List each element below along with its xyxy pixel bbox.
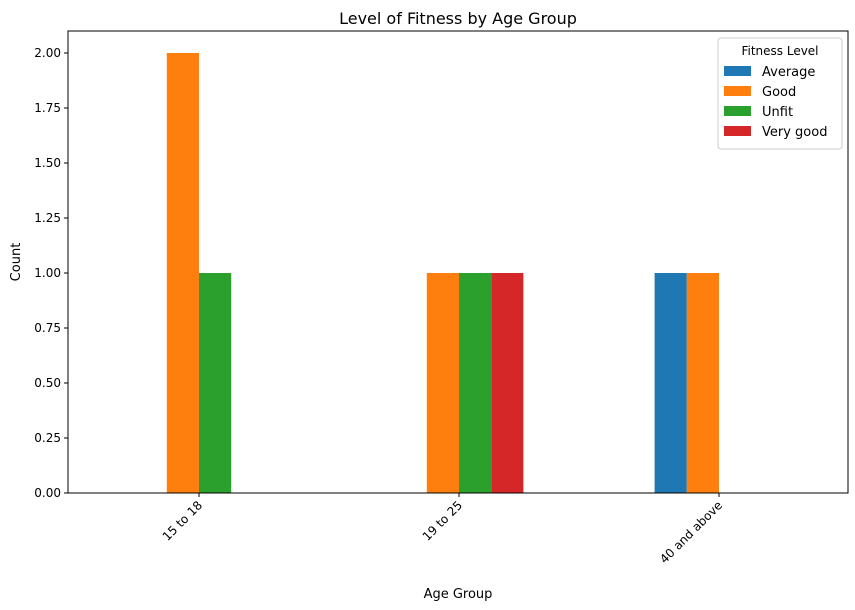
x-tick-label: 40 and above [657, 498, 725, 566]
legend-swatch-unfit [724, 106, 751, 116]
y-axis-label: Count [9, 243, 24, 282]
y-tick-label: 0.00 [34, 486, 61, 500]
x-axis-label: Age Group [424, 587, 493, 602]
legend-label: Unfit [762, 105, 793, 120]
y-tick-label: 2.00 [34, 46, 61, 60]
legend-label: Good [762, 85, 796, 100]
y-tick-label: 0.50 [34, 376, 61, 390]
legend-title: Fitness Level [741, 44, 818, 58]
bar-good-2 [426, 273, 459, 493]
legend: Fitness Level Average Good Unfit Very good [717, 37, 843, 150]
x-tick-label: 15 to 18 [160, 498, 205, 543]
bar-unfit-1 [199, 273, 232, 493]
bar-good-1 [166, 53, 199, 493]
bar-unfit-2 [459, 273, 492, 493]
chart-title: Level of Fitness by Age Group [339, 9, 577, 28]
y-tick-label: 1.25 [34, 211, 61, 225]
bar-good-3 [686, 273, 719, 493]
bars-group [166, 53, 719, 493]
x-tick-label: 19 to 25 [420, 498, 465, 543]
y-tick-label: 0.25 [34, 431, 61, 445]
bar-very-good-2 [491, 273, 524, 493]
legend-swatch-average [724, 66, 751, 76]
y-tick-label: 0.75 [34, 321, 61, 335]
legend-swatch-good [724, 86, 751, 96]
y-axis: 0.00 0.25 0.50 0.75 1.00 1.25 1.50 1.75 2.00 [34, 46, 68, 500]
plot-frame [67, 30, 849, 494]
y-tick-label: 1.50 [34, 156, 61, 170]
legend-frame [717, 37, 843, 150]
legend-label: Average [762, 65, 815, 80]
x-axis: 15 to 18 19 to 25 40 and above [160, 493, 725, 566]
legend-label: Very good [762, 125, 827, 140]
legend-swatch-very-good [724, 126, 751, 136]
y-tick-label: 1.75 [34, 101, 61, 115]
bar-average-3 [654, 273, 687, 493]
y-tick-label: 1.00 [34, 266, 61, 280]
